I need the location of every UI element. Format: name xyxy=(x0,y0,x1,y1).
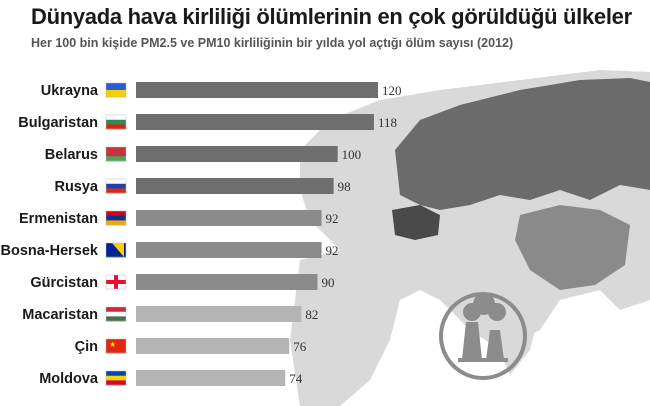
bar xyxy=(136,178,334,194)
bar xyxy=(136,338,290,354)
country-label: Bosna-Hersek xyxy=(0,243,98,259)
china-region xyxy=(515,205,630,290)
ge-flag-icon xyxy=(105,274,127,290)
ba-flag-icon xyxy=(105,242,127,258)
value-label: 92 xyxy=(326,243,339,258)
am-flag-icon xyxy=(105,210,127,226)
value-label: 82 xyxy=(305,307,318,322)
ukraine-belarus-region xyxy=(392,205,440,240)
by-flag-icon xyxy=(105,146,127,162)
bg-flag-icon xyxy=(105,114,127,130)
value-label: 100 xyxy=(342,147,362,162)
bar xyxy=(136,274,318,290)
bar xyxy=(136,306,302,322)
hu-flag-icon xyxy=(105,306,127,322)
value-label: 118 xyxy=(378,115,397,130)
bar xyxy=(136,370,286,386)
country-label: Ukrayna xyxy=(41,83,99,99)
value-label: 76 xyxy=(293,339,307,354)
value-label: 92 xyxy=(326,211,339,226)
cn-flag-icon: ★ xyxy=(105,338,127,354)
country-label: Belarus xyxy=(45,147,98,163)
value-label: 120 xyxy=(382,83,402,98)
ru-flag-icon xyxy=(105,178,127,194)
india-landmass xyxy=(495,300,540,375)
country-label: Gürcistan xyxy=(30,275,98,291)
bar xyxy=(136,82,378,98)
chart-title: Dünyada hava kirliliği ölümlerinin en ço… xyxy=(31,4,632,29)
value-label: 74 xyxy=(289,371,303,386)
country-label: Moldova xyxy=(39,371,99,387)
bar xyxy=(136,210,322,226)
russia-region xyxy=(395,78,650,210)
factory-pollution-icon xyxy=(439,292,527,380)
ua-flag-icon xyxy=(105,82,127,98)
bar xyxy=(136,146,338,162)
md-flag-icon xyxy=(105,370,127,386)
svg-text:★: ★ xyxy=(109,340,116,349)
country-label: Rusya xyxy=(54,179,98,195)
country-label: Bulgaristan xyxy=(18,115,98,131)
bar xyxy=(136,114,374,130)
chart-subtitle: Her 100 bin kişide PM2.5 ve PM10 kirlili… xyxy=(31,36,514,50)
country-label: Çin xyxy=(75,339,98,355)
value-label: 90 xyxy=(322,275,335,290)
value-label: 98 xyxy=(338,179,351,194)
bar xyxy=(136,242,322,258)
country-label: Ermenistan xyxy=(19,211,98,227)
country-label: Macaristan xyxy=(22,307,98,323)
